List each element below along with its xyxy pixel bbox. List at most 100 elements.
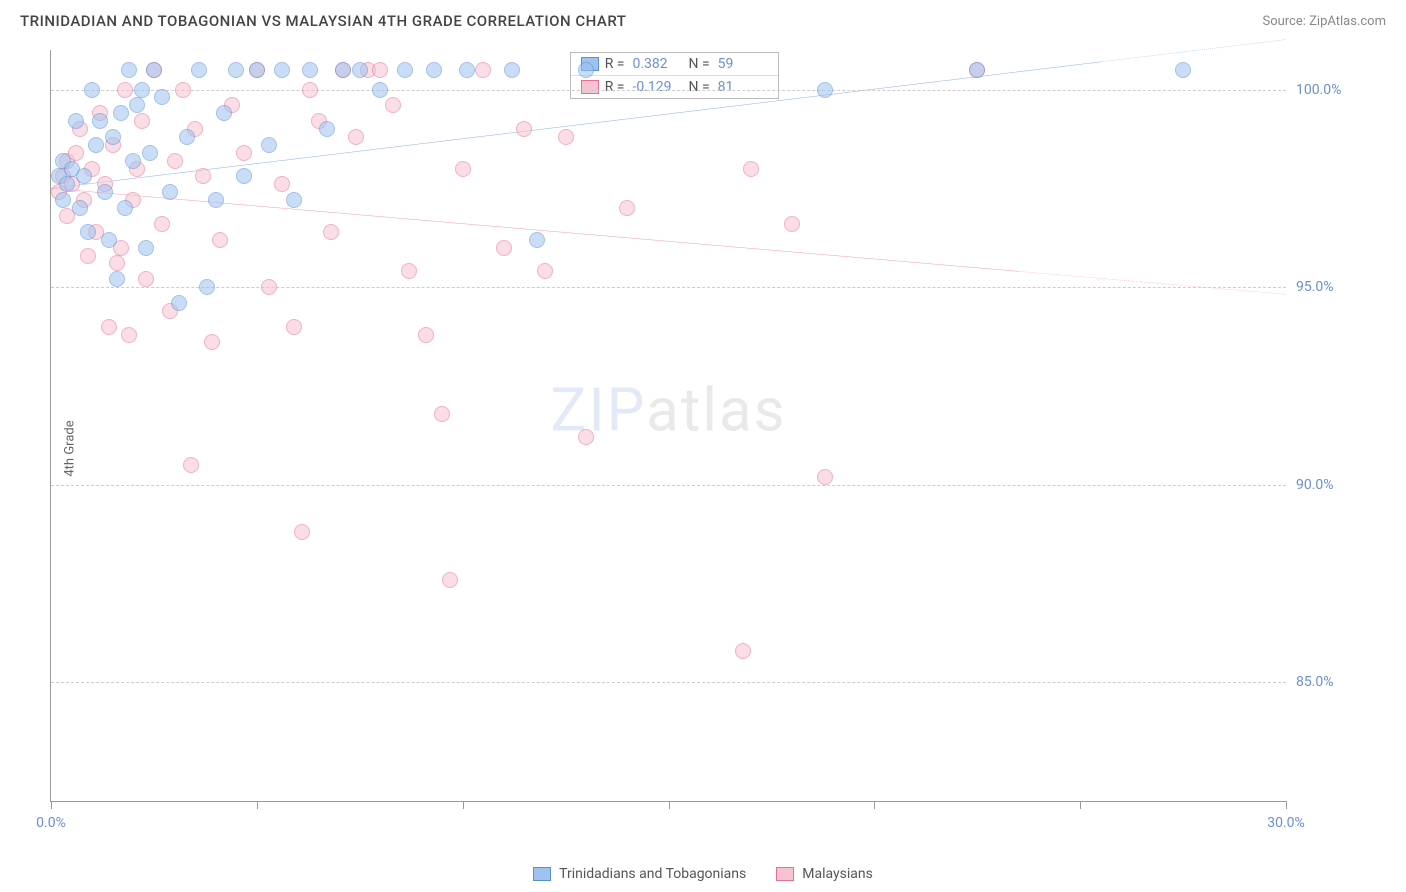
bottom-legend-item: Malaysians	[776, 866, 873, 882]
scatter-point	[302, 82, 318, 98]
scatter-point	[735, 643, 751, 659]
legend-swatch	[581, 80, 599, 94]
scatter-point	[352, 62, 368, 78]
scatter-point	[249, 62, 265, 78]
scatter-point	[261, 279, 277, 295]
scatter-point	[72, 200, 88, 216]
header: TRINIDADIAN AND TOBAGONIAN VS MALAYSIAN …	[0, 0, 1406, 38]
scatter-point	[401, 263, 417, 279]
scatter-point	[109, 271, 125, 287]
scatter-point	[55, 192, 71, 208]
legend-r-value: 0.382	[632, 56, 682, 72]
bottom-legend: Trinidadians and TobagoniansMalaysians	[0, 866, 1406, 882]
scatter-point	[175, 82, 191, 98]
watermark-zip: ZIP	[550, 375, 646, 446]
scatter-point	[496, 240, 512, 256]
scatter-point	[191, 62, 207, 78]
y-tick-label: 85.0%	[1296, 674, 1376, 690]
trendline-extrapolation	[1018, 271, 1286, 294]
legend-r-value: -0.129	[632, 79, 682, 95]
scatter-point	[113, 105, 129, 121]
x-tick	[1286, 801, 1287, 809]
scatter-point	[68, 113, 84, 129]
plot-area: ZIPatlas R =0.382N =59R =-0.129N =81 85.…	[50, 50, 1286, 802]
scatter-point	[372, 82, 388, 98]
x-tick	[257, 801, 258, 809]
scatter-point	[105, 129, 121, 145]
scatter-point	[117, 200, 133, 216]
chart-title: TRINIDADIAN AND TOBAGONIAN VS MALAYSIAN …	[20, 12, 626, 30]
scatter-point	[129, 97, 145, 113]
legend-n-value: 81	[718, 79, 768, 95]
gridline	[51, 90, 1286, 91]
scatter-point	[504, 62, 520, 78]
scatter-point	[121, 62, 137, 78]
scatter-point	[236, 168, 252, 184]
scatter-point	[146, 62, 162, 78]
legend-series-name: Malaysians	[802, 866, 873, 882]
stats-legend-row: R = -0.129 N = 81	[571, 76, 778, 98]
scatter-point	[216, 105, 232, 121]
scatter-point	[199, 279, 215, 295]
scatter-point	[475, 62, 491, 78]
scatter-point	[743, 161, 759, 177]
scatter-point	[183, 457, 199, 473]
scatter-point	[274, 176, 290, 192]
scatter-point	[578, 429, 594, 445]
legend-r-label: R =	[605, 56, 625, 72]
legend-n-label: N =	[688, 79, 709, 95]
scatter-point	[319, 121, 335, 137]
x-tick	[463, 801, 464, 809]
scatter-point	[97, 184, 113, 200]
scatter-point	[459, 62, 475, 78]
scatter-point	[80, 248, 96, 264]
scatter-point	[208, 192, 224, 208]
scatter-point	[109, 255, 125, 271]
y-tick-label: 90.0%	[1296, 477, 1376, 493]
scatter-point	[294, 524, 310, 540]
gridline	[51, 485, 1286, 486]
scatter-point	[335, 62, 351, 78]
scatter-point	[286, 192, 302, 208]
scatter-point	[212, 232, 228, 248]
scatter-point	[372, 62, 388, 78]
scatter-point	[134, 113, 150, 129]
scatter-point	[101, 232, 117, 248]
scatter-point	[179, 129, 195, 145]
legend-r-label: R =	[605, 79, 625, 95]
scatter-point	[204, 334, 220, 350]
scatter-point	[323, 224, 339, 240]
scatter-point	[385, 97, 401, 113]
x-tick	[1080, 801, 1081, 809]
scatter-point	[434, 406, 450, 422]
scatter-point	[578, 62, 594, 78]
scatter-point	[286, 319, 302, 335]
scatter-point	[101, 319, 117, 335]
scatter-point	[442, 572, 458, 588]
scatter-point	[138, 240, 154, 256]
scatter-point	[261, 137, 277, 153]
scatter-point	[80, 224, 96, 240]
x-tick	[669, 801, 670, 809]
scatter-point	[516, 121, 532, 137]
scatter-point	[117, 82, 133, 98]
scatter-point	[162, 184, 178, 200]
scatter-point	[167, 153, 183, 169]
scatter-point	[619, 200, 635, 216]
trendlines-svg	[51, 50, 1286, 801]
y-tick-label: 100.0%	[1296, 82, 1376, 98]
legend-swatch	[533, 867, 551, 881]
legend-swatch	[776, 867, 794, 881]
scatter-point	[969, 62, 985, 78]
x-tick	[51, 801, 52, 809]
scatter-point	[92, 113, 108, 129]
scatter-point	[59, 176, 75, 192]
scatter-point	[142, 145, 158, 161]
chart-container: 4th Grade ZIPatlas R =0.382N =59R =-0.12…	[50, 50, 1386, 832]
gridline	[51, 682, 1286, 683]
scatter-point	[154, 89, 170, 105]
scatter-point	[784, 216, 800, 232]
scatter-point	[195, 168, 211, 184]
scatter-point	[228, 62, 244, 78]
scatter-point	[817, 469, 833, 485]
